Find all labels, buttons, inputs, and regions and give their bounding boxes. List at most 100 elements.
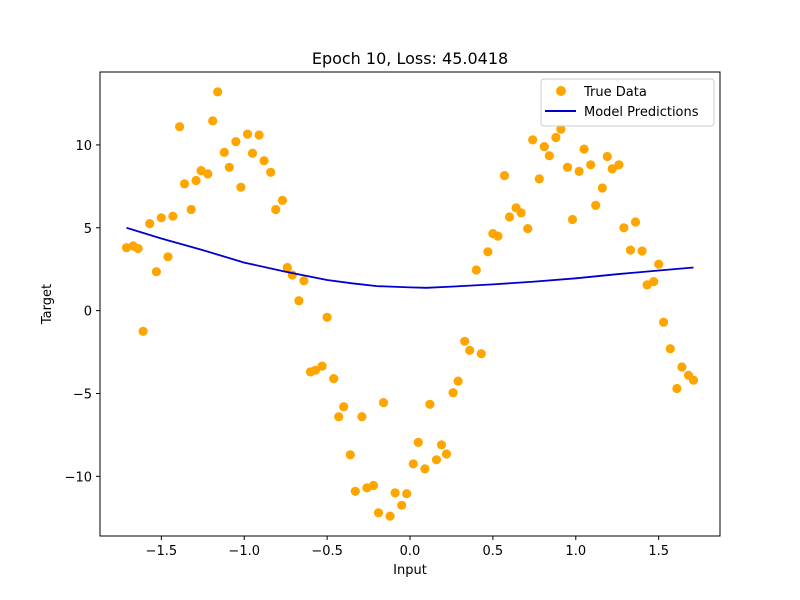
data-point-3 <box>138 326 148 336</box>
data-point-87 <box>619 223 629 233</box>
legend-label-true-data: True Data <box>583 85 647 100</box>
data-point-20 <box>236 182 246 192</box>
data-point-53 <box>425 399 435 409</box>
data-point-86 <box>614 160 624 170</box>
data-point-12 <box>191 175 201 186</box>
data-point-66 <box>499 171 510 181</box>
data-point-25 <box>266 167 276 177</box>
data-point-10 <box>179 179 190 189</box>
data-point-80 <box>579 144 589 154</box>
data-point-90 <box>637 246 647 256</box>
y-tick-label: −10 <box>65 470 92 485</box>
data-point-41 <box>357 412 367 422</box>
data-point-94 <box>659 317 669 327</box>
data-point-61 <box>471 265 481 275</box>
data-point-51 <box>413 437 423 447</box>
data-point-22 <box>247 148 258 158</box>
data-point-28 <box>282 262 292 273</box>
data-point-7 <box>163 252 173 262</box>
data-point-49 <box>402 489 412 499</box>
data-point-48 <box>397 500 407 510</box>
legend-label-model-predictions: Model Predictions <box>584 105 699 120</box>
data-point-21 <box>242 129 253 139</box>
data-point-95 <box>665 344 675 354</box>
data-point-4 <box>145 219 155 229</box>
data-point-14 <box>203 169 213 179</box>
data-point-65 <box>493 231 503 241</box>
legend: True Data Model Predictions <box>540 78 715 127</box>
data-point-71 <box>528 135 538 145</box>
prediction-line <box>126 226 694 289</box>
data-point-43 <box>368 480 379 491</box>
y-tick-label: 0 <box>84 305 92 320</box>
data-point-77 <box>562 162 573 172</box>
data-point-72 <box>534 174 544 184</box>
legend-marker-true-data <box>556 86 566 96</box>
data-point-5 <box>151 267 161 277</box>
data-point-79 <box>574 166 584 176</box>
data-point-82 <box>591 200 601 210</box>
data-point-15 <box>208 116 218 126</box>
data-point-58 <box>453 376 463 386</box>
data-point-70 <box>523 224 533 234</box>
data-point-45 <box>378 398 389 408</box>
data-point-96 <box>672 383 682 394</box>
data-point-6 <box>156 213 166 223</box>
data-point-47 <box>390 488 400 498</box>
x-tick-label: −0.5 <box>311 544 343 559</box>
data-point-63 <box>483 247 493 257</box>
data-point-85 <box>607 164 617 174</box>
x-tick-label: −1.0 <box>228 544 260 559</box>
data-point-23 <box>254 130 264 140</box>
data-point-35 <box>322 312 332 322</box>
chart-title: Epoch 10, Loss: 45.0418 <box>312 49 508 68</box>
data-point-9 <box>175 122 185 132</box>
data-point-31 <box>299 276 309 286</box>
y-tick-label: 5 <box>84 222 92 237</box>
data-point-93 <box>654 259 664 269</box>
y-tick-label: 10 <box>75 139 92 154</box>
data-point-30 <box>294 296 304 306</box>
data-point-74 <box>544 151 554 161</box>
data-point-89 <box>630 217 641 227</box>
data-point-44 <box>373 508 384 518</box>
data-point-60 <box>465 345 475 355</box>
data-point-55 <box>436 440 447 450</box>
data-point-16 <box>213 87 223 97</box>
data-point-19 <box>231 137 241 147</box>
data-point-78 <box>567 214 578 225</box>
x-tick-label: 1.5 <box>648 544 669 559</box>
data-point-40 <box>350 486 360 496</box>
data-point-76 <box>556 124 566 134</box>
data-point-97 <box>677 362 687 372</box>
x-tick-label: 0.0 <box>400 544 421 559</box>
data-point-99 <box>688 375 699 385</box>
data-point-37 <box>334 412 344 422</box>
data-point-24 <box>259 156 269 166</box>
data-point-67 <box>504 212 515 222</box>
data-point-54 <box>431 455 442 465</box>
data-point-50 <box>408 459 418 469</box>
data-point-75 <box>551 132 561 143</box>
data-point-73 <box>539 142 549 152</box>
data-point-39 <box>345 450 355 460</box>
data-point-92 <box>649 277 659 287</box>
data-point-38 <box>339 402 349 412</box>
data-point-84 <box>602 151 612 162</box>
data-point-62 <box>476 349 486 359</box>
data-point-56 <box>441 449 452 459</box>
data-point-59 <box>460 336 470 346</box>
data-point-34 <box>317 361 327 371</box>
data-point-11 <box>186 204 196 215</box>
axis-ticks: −1.5 −1.0 −0.5 0.0 0.5 1.0 1.5 −10 −5 0 5 10 <box>65 139 669 559</box>
data-point-81 <box>586 160 596 170</box>
data-point-17 <box>219 147 229 157</box>
x-tick-label: 1.0 <box>565 544 586 559</box>
data-point-27 <box>277 195 287 205</box>
data-point-88 <box>625 245 636 255</box>
data-point-33 <box>310 365 321 375</box>
data-point-2 <box>133 243 143 254</box>
y-tick-label: −5 <box>73 387 92 402</box>
plot-data <box>121 87 699 521</box>
x-axis-label: Input <box>393 563 427 578</box>
